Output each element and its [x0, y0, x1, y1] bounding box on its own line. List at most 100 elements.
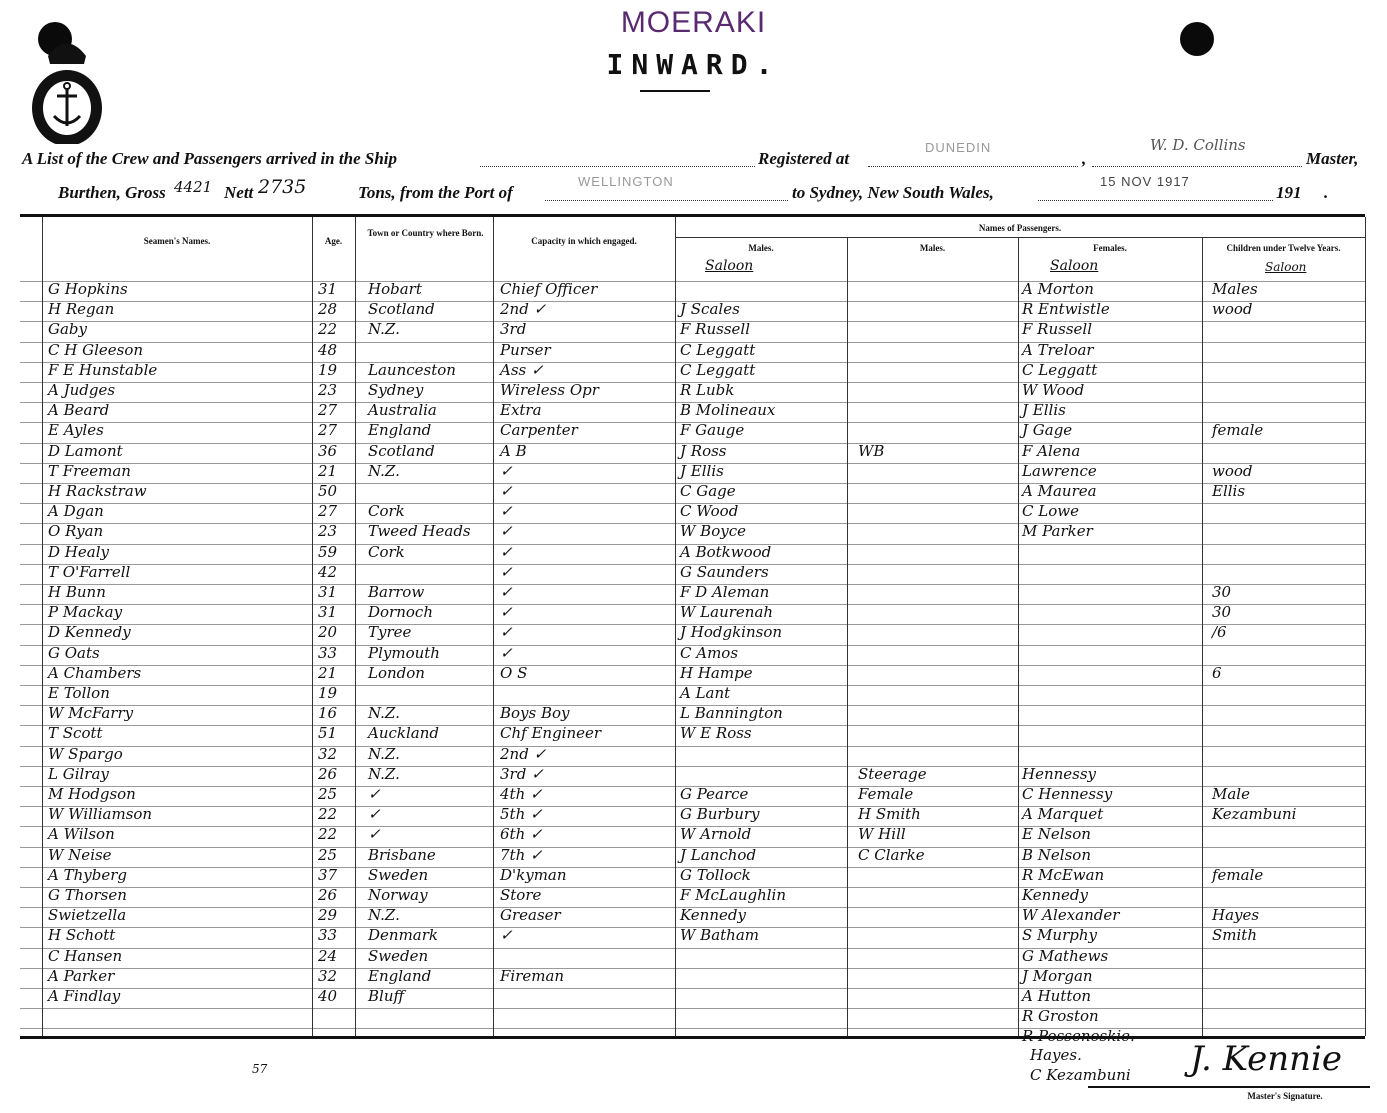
row-rule	[20, 947, 1365, 949]
seaman-name: G Oats	[48, 643, 100, 662]
ornament-divider	[640, 90, 710, 92]
passenger-male-saloon: C Leggatt	[680, 360, 756, 379]
column-rule	[1365, 217, 1366, 1036]
passenger-child: Male	[1212, 785, 1250, 803]
port-field	[545, 184, 788, 201]
passenger-male-saloon: F Russell	[680, 320, 750, 339]
row-rule	[20, 765, 1365, 767]
seaman-name: E Tollon	[48, 684, 110, 702]
registered-stamp: DUNEDIN	[925, 140, 992, 155]
saloon-female-label: Saloon	[1050, 258, 1099, 274]
port-stamp: WELLINGTON	[578, 174, 674, 189]
seaman-name: Swietzella	[48, 906, 127, 925]
passenger-male-saloon: C Wood	[680, 502, 739, 521]
seaman-name: A Judges	[48, 381, 116, 399]
row-rule	[20, 321, 1365, 323]
seaman-birthplace: Cork	[368, 542, 405, 561]
seaman-capacity: Carpenter	[500, 421, 578, 440]
row-rule	[20, 1028, 1365, 1030]
seaman-age: 16	[318, 704, 338, 723]
seaman-name: A Findlay	[48, 987, 121, 1005]
passenger-female: W Wood	[1022, 381, 1085, 399]
nett-tons-value: 2735	[258, 176, 307, 198]
passenger-female: F Alena	[1022, 441, 1081, 460]
seaman-capacity: ✓	[500, 623, 513, 642]
passenger-female: C Leggatt	[1022, 360, 1098, 379]
seaman-birthplace: Brisbane	[368, 845, 436, 864]
col-seamen-names: Seamen's Names.	[143, 236, 211, 246]
seaman-age: 27	[318, 401, 338, 420]
seaman-capacity: Extra	[500, 401, 542, 420]
row-rule	[20, 523, 1365, 525]
seaman-name: A Thyberg	[48, 865, 127, 884]
passenger-male-saloon: R Lubk	[680, 381, 735, 399]
seaman-name: C H Gleeson	[48, 340, 144, 359]
seaman-capacity: ✓	[500, 542, 513, 561]
passenger-steerage: Steerage	[858, 764, 927, 783]
signature-line	[1088, 1086, 1370, 1088]
passenger-male-saloon: A Botkwood	[680, 542, 772, 561]
master-name-stamp: W. D. Collins	[1150, 136, 1246, 154]
passenger-male-saloon: J Hodgkinson	[680, 623, 783, 642]
seaman-name: A Beard	[48, 401, 110, 420]
signature-label: Master's Signature.	[1247, 1091, 1323, 1101]
passenger-female: J Gage	[1022, 421, 1073, 440]
seaman-birthplace: N.Z.	[368, 704, 400, 723]
column-rule	[1202, 238, 1203, 1036]
seaman-birthplace: Barrow	[368, 583, 425, 601]
row-rule	[20, 563, 1365, 565]
period: .	[1324, 183, 1329, 202]
burthen-label: Burthen, Gross	[58, 183, 166, 202]
seaman-capacity: D'kyman	[500, 865, 567, 884]
seaman-age: 51	[318, 724, 338, 743]
seaman-capacity: Store	[500, 886, 542, 904]
seaman-age: 22	[318, 805, 338, 824]
passenger-child: Males	[1212, 280, 1258, 298]
seaman-capacity: O S	[500, 663, 528, 682]
column-rule	[312, 217, 313, 1036]
seaman-birthplace: Tweed Heads	[368, 522, 471, 541]
seaman-capacity: A B	[500, 441, 527, 460]
seaman-age: 31	[318, 603, 338, 622]
seaman-birthplace: Cork	[368, 502, 405, 521]
seaman-capacity: Ass ✓	[500, 360, 544, 379]
seaman-birthplace: Sweden	[368, 946, 429, 965]
master-label: Master,	[1306, 149, 1359, 168]
tons-port-label: Tons, from the Port of	[358, 183, 513, 202]
col-children: Children under Twelve Years.	[1226, 243, 1341, 253]
row-rule	[20, 745, 1365, 747]
seaman-name: O Ryan	[48, 522, 104, 541]
seaman-birthplace: Launceston	[368, 360, 456, 379]
row-rule	[20, 604, 1365, 606]
passenger-female: A Hutton	[1022, 987, 1092, 1005]
col-age: Age.	[324, 236, 343, 246]
seaman-age: 28	[318, 300, 338, 319]
seaman-name: D Healy	[48, 542, 109, 561]
seaman-birthplace: England	[368, 966, 432, 985]
row-rule	[20, 866, 1365, 868]
seaman-age: 25	[318, 785, 338, 803]
passenger-child: 30	[1212, 603, 1232, 622]
seaman-capacity: 4th ✓	[500, 785, 543, 803]
passenger-steerage: H Smith	[858, 805, 921, 824]
seaman-birthplace: Sweden	[368, 865, 429, 884]
ship-name-title: MOERAKI	[620, 6, 767, 39]
seaman-name: D Lamont	[48, 441, 123, 460]
seaman-age: 22	[318, 825, 338, 844]
passenger-header-divider	[675, 237, 1365, 238]
row-rule	[20, 705, 1365, 707]
seaman-birthplace: Bluff	[368, 987, 405, 1005]
passenger-female: J Ellis	[1022, 401, 1066, 420]
passenger-male-saloon: W Batham	[680, 926, 760, 945]
passenger-steerage: Female	[858, 785, 914, 803]
passenger-female: Kennedy	[1022, 886, 1088, 904]
ship-field	[480, 150, 755, 167]
col-passengers: Names of Passengers.	[978, 223, 1062, 233]
seaman-birthplace: Scotland	[368, 441, 435, 460]
seaman-birthplace: Plymouth	[368, 643, 440, 662]
passenger-female: R Entwistle	[1022, 300, 1110, 319]
row-rule	[20, 1008, 1365, 1010]
seaman-capacity: 2nd ✓	[500, 744, 547, 763]
passenger-male-saloon: W Boyce	[680, 522, 746, 541]
passenger-male-saloon: G Pearce	[680, 785, 749, 803]
